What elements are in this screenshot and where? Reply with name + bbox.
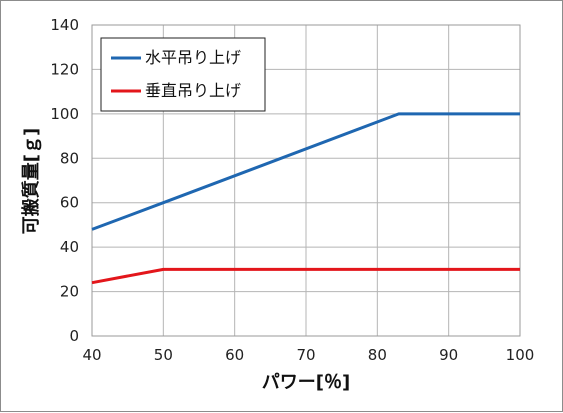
series-lines [91, 112, 520, 285]
y-tick-labels: 0 20 40 60 80 100 120 140 [50, 16, 79, 345]
x-tick-label: 80 [368, 346, 387, 364]
x-tick-label: 70 [296, 346, 315, 364]
x-tick-label: 60 [225, 346, 244, 364]
series-line-0 [91, 112, 520, 231]
y-tick-label: 0 [69, 327, 79, 345]
x-tick-label: 100 [506, 346, 535, 364]
y-tick-label: 60 [60, 194, 79, 212]
x-tick-label: 90 [439, 346, 458, 364]
y-tick-label: 100 [50, 105, 79, 123]
x-axis-title: パワー[％] [262, 372, 350, 393]
x-tick-label: 50 [154, 346, 173, 364]
y-axis-title: 可搬質量[ｇ] [20, 128, 42, 234]
legend: 水平吊り上げ 垂直吊り上げ [100, 37, 266, 112]
series-line-1 [91, 267, 520, 285]
x-tick-label: 40 [82, 346, 101, 364]
y-tick-label: 20 [60, 283, 79, 301]
plot-area [91, 24, 521, 337]
y-tick-label: 120 [50, 60, 79, 78]
y-tick-label: 40 [60, 238, 79, 256]
y-tick-label: 80 [60, 149, 79, 167]
x-tick-labels: 40 50 60 70 80 90 100 [82, 346, 534, 364]
legend-label-horizontal-lift: 水平吊り上げ [145, 48, 241, 67]
y-tick-label: 140 [50, 16, 79, 34]
legend-label-vertical-lift: 垂直吊り上げ [145, 81, 241, 100]
legend-box [100, 37, 266, 112]
